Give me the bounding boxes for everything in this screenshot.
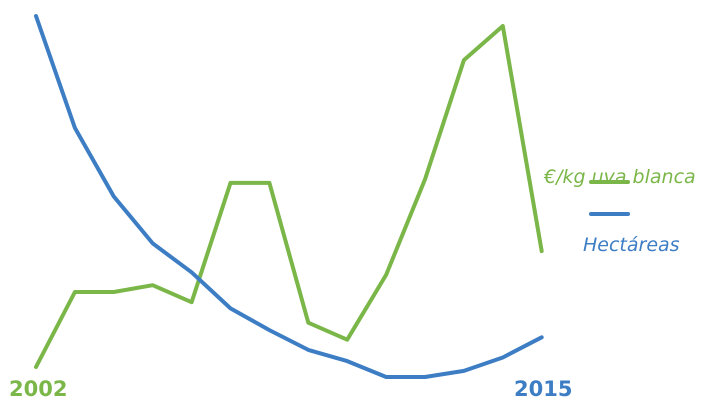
series-line-1 — [34, 14, 544, 379]
legend-label-uva-blanca: €/kg uva blanca — [543, 166, 696, 188]
legend-label-hectareas: Hectáreas — [583, 234, 680, 256]
series-layer — [34, 14, 544, 379]
x-start-label: 2002 — [9, 377, 67, 401]
series-line-0 — [34, 24, 544, 369]
x-end-label: 2015 — [514, 377, 572, 401]
